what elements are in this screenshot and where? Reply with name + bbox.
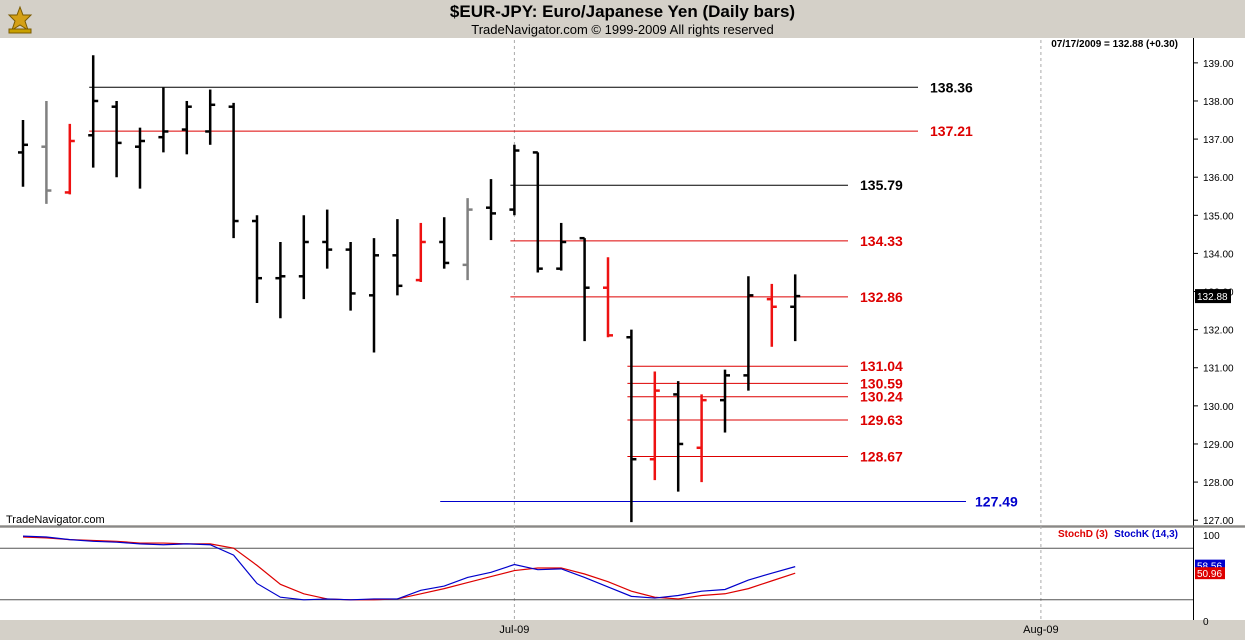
stoch-d-value-label: 50.96 (1197, 569, 1222, 580)
price-level-label: 131.04 (860, 358, 903, 374)
stoch-legend-entry: StochK (14,3) (1114, 529, 1178, 540)
price-level-label: 132.86 (860, 289, 903, 305)
stoch-k-value-label: 58.56 (1197, 562, 1222, 573)
price-plot-area (0, 38, 1193, 525)
price-level-label: 128.67 (860, 449, 903, 465)
price-level-label: 137.21 (930, 123, 973, 139)
copyright-subtitle: TradeNavigator.com © 1999-2009 All right… (471, 22, 774, 37)
y-tick-label: 131.00 (1203, 364, 1234, 375)
y-tick-label: 138.00 (1203, 97, 1234, 108)
y-tick-label: 127.00 (1203, 516, 1234, 527)
stochastic-plot-area (0, 528, 1193, 620)
price-readout: 07/17/2009 = 132.88 (+0.30) (1051, 39, 1178, 50)
x-tick-label: Jul-09 (499, 624, 529, 636)
watermark-label: TradeNavigator.com (6, 514, 105, 526)
x-tick-label: Aug-09 (1023, 624, 1058, 636)
price-level-label: 134.33 (860, 233, 903, 249)
chart-header: $EUR-JPY: Euro/Japanese Yen (Daily bars)… (0, 0, 1245, 40)
y-tick-label: 136.00 (1203, 173, 1234, 184)
price-level-label: 127.49 (975, 494, 1018, 510)
price-axis-panel (1193, 38, 1245, 525)
price-level-label: 135.79 (860, 177, 903, 193)
price-level-label: 138.36 (930, 79, 973, 95)
y-tick-label: 137.00 (1203, 135, 1234, 146)
chart-title: $EUR-JPY: Euro/Japanese Yen (Daily bars) (449, 2, 796, 21)
stoch-k-line (22, 535, 796, 601)
y-tick-label: 139.00 (1203, 59, 1234, 70)
last-price-label: 132.88 (1197, 292, 1228, 303)
y-tick-label: 128.00 (1203, 478, 1234, 489)
y-tick-label: 132.00 (1203, 326, 1234, 337)
stoch-y-tick-label: 100 (1203, 531, 1220, 542)
price-level-label: 129.63 (860, 412, 903, 428)
ship-wheel-logo-icon (3, 3, 37, 37)
stoch-legend-entry: StochD (3) (1058, 529, 1108, 540)
price-level-label: 130.24 (860, 389, 903, 405)
stoch-d-line (22, 536, 796, 601)
y-tick-label: 134.00 (1203, 249, 1234, 260)
last-price-box (1195, 289, 1231, 304)
date-axis-band (0, 620, 1245, 640)
y-tick-label: 130.00 (1203, 402, 1234, 413)
y-tick-label: 129.00 (1203, 440, 1234, 451)
price-level-label: 130.59 (860, 375, 903, 391)
stoch-d-value-box (1195, 567, 1225, 580)
y-tick-label: 135.00 (1203, 211, 1234, 222)
stoch-y-tick-label: 0 (1203, 617, 1209, 628)
